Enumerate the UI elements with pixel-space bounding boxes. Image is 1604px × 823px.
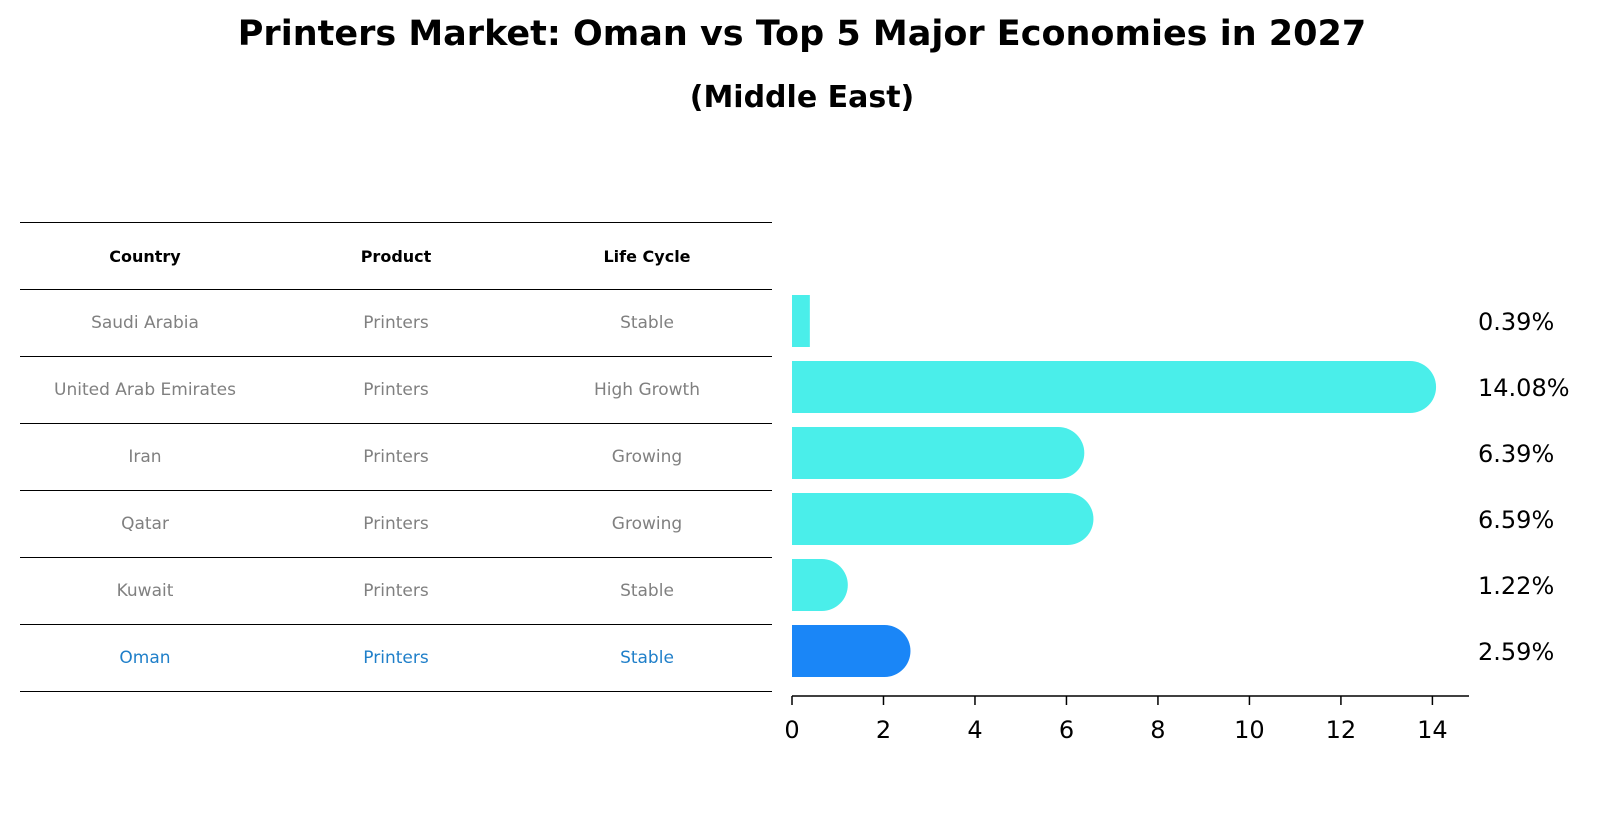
x-tick-label: 8 (1150, 716, 1165, 744)
table-header-row: Country Product Life Cycle (20, 222, 772, 289)
product-cell: Printers (363, 514, 429, 534)
table-row: Qatar Printers Growing (20, 490, 772, 557)
country-cell: United Arab Emirates (54, 380, 236, 400)
product-cell: Printers (363, 648, 429, 668)
product-cell: Printers (363, 447, 429, 467)
x-tick-label: 14 (1417, 716, 1448, 744)
bar (792, 427, 1085, 479)
country-cell: Kuwait (116, 581, 174, 601)
bar-value-label: 6.39% (1478, 440, 1554, 468)
country-cell: Saudi Arabia (91, 313, 199, 333)
bar (792, 295, 810, 347)
product-cell: Printers (363, 313, 429, 333)
table-row: Kuwait Printers Stable (20, 557, 772, 624)
chart-subtitle: (Middle East) (689, 80, 915, 115)
bar-value-label: 14.08% (1478, 374, 1570, 402)
country-cell: Iran (128, 447, 162, 467)
bar-value-label: 1.22% (1478, 572, 1554, 600)
table-row: United Arab Emirates Printers High Growt… (20, 356, 772, 423)
column-header-life-cycle: Life Cycle (603, 246, 691, 266)
bar (792, 361, 1437, 413)
life-cycle-cell: Stable (620, 313, 674, 333)
country-cell: Qatar (121, 514, 169, 534)
x-tick-label: 4 (967, 716, 982, 744)
column-header-product: Product (360, 246, 432, 266)
x-tick-label: 10 (1234, 716, 1265, 744)
x-tick-label: 2 (876, 716, 891, 744)
life-cycle-cell: Growing (611, 514, 683, 534)
table-row-highlighted: Oman Printers Stable (20, 624, 772, 692)
bar-value-label: 2.59% (1478, 638, 1554, 666)
life-cycle-cell: Stable (620, 648, 674, 668)
bar (792, 559, 848, 611)
table-row: Saudi Arabia Printers Stable (20, 289, 772, 356)
chart-title: Printers Market: Oman vs Top 5 Major Eco… (237, 14, 1367, 54)
product-cell: Printers (363, 380, 429, 400)
column-header-country: Country (109, 246, 181, 266)
country-cell: Oman (119, 648, 171, 668)
bar (792, 493, 1094, 545)
table-row: Iran Printers Growing (20, 423, 772, 490)
bar-highlighted (792, 625, 911, 677)
x-tick-label: 0 (784, 716, 799, 744)
bar-value-label: 6.59% (1478, 506, 1554, 534)
country-table: Country Product Life Cycle Saudi Arabia … (20, 222, 772, 692)
life-cycle-cell: Stable (620, 581, 674, 601)
life-cycle-cell: Growing (611, 447, 683, 467)
product-cell: Printers (363, 581, 429, 601)
x-tick-label: 12 (1326, 716, 1357, 744)
x-tick-label: 6 (1059, 716, 1074, 744)
life-cycle-cell: High Growth (593, 380, 700, 400)
bar-value-label: 0.39% (1478, 308, 1554, 336)
